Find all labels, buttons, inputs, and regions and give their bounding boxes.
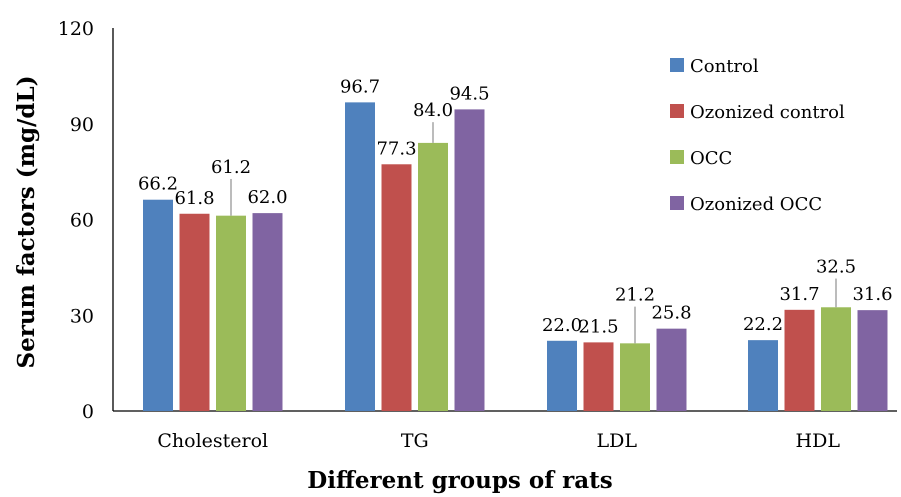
bar	[547, 340, 577, 411]
y-tick-label: 90	[70, 114, 94, 136]
x-axis-title: Different groups of rats	[307, 467, 612, 494]
data-label: 32.5	[816, 257, 856, 278]
data-label: 31.6	[852, 284, 892, 305]
data-label: 22.0	[542, 315, 582, 336]
data-label: 21.2	[615, 285, 655, 306]
y-tick-label: 0	[82, 401, 94, 423]
data-label: 21.5	[578, 316, 618, 337]
data-label: 66.2	[138, 174, 178, 195]
y-tick-label: 30	[70, 305, 94, 327]
data-label: 84.0	[413, 100, 453, 121]
legend-label: OCC	[690, 148, 732, 169]
x-axis-ticks: Cholesterol TG LDL HDL	[157, 430, 840, 452]
bar	[454, 109, 485, 411]
bar	[252, 213, 283, 411]
bar	[821, 307, 851, 411]
legend-swatch	[670, 196, 684, 210]
y-tick-label: 120	[58, 18, 94, 40]
legend: Control Ozonized control OCC Ozonized OCC	[670, 56, 845, 215]
legend-label: Control	[690, 56, 759, 77]
bar	[857, 310, 888, 411]
data-label: 25.8	[651, 303, 691, 324]
bar	[784, 309, 815, 411]
bar	[143, 199, 173, 411]
bar	[748, 340, 778, 411]
bar	[656, 328, 687, 411]
bar	[381, 164, 412, 411]
data-label: 22.2	[743, 314, 783, 335]
x-tick-label: Cholesterol	[157, 430, 268, 452]
bar	[216, 215, 246, 411]
bar	[583, 342, 614, 411]
x-tick-label: HDL	[796, 430, 841, 452]
data-label: 77.3	[376, 138, 416, 159]
data-label: 31.7	[779, 284, 819, 305]
x-tick-label: LDL	[597, 430, 638, 452]
legend-label: Ozonized OCC	[690, 194, 822, 215]
plot-area: 66.261.8 61.2 62.0 96.7 77.3 84.094.5 22.021.5…	[112, 28, 897, 412]
legend-label: Ozonized control	[690, 102, 845, 123]
bar	[345, 102, 375, 411]
bar	[620, 343, 650, 411]
data-label: 61.2	[211, 157, 251, 178]
data-label: 94.5	[449, 83, 489, 104]
bar	[179, 213, 210, 411]
bar	[418, 142, 448, 411]
data-label: 61.8	[174, 188, 214, 209]
data-label: 62.0	[247, 187, 287, 208]
legend-swatch	[670, 58, 684, 72]
legend-swatch	[670, 104, 684, 118]
y-tick-label: 60	[70, 210, 94, 232]
data-label: 96.7	[340, 76, 380, 97]
x-tick-label: TG	[401, 430, 429, 452]
y-axis-ticks: 0 30 60 90 120	[58, 18, 94, 423]
y-axis-title: Serum factors (mg/dL)	[13, 75, 40, 368]
legend-swatch	[670, 150, 684, 164]
